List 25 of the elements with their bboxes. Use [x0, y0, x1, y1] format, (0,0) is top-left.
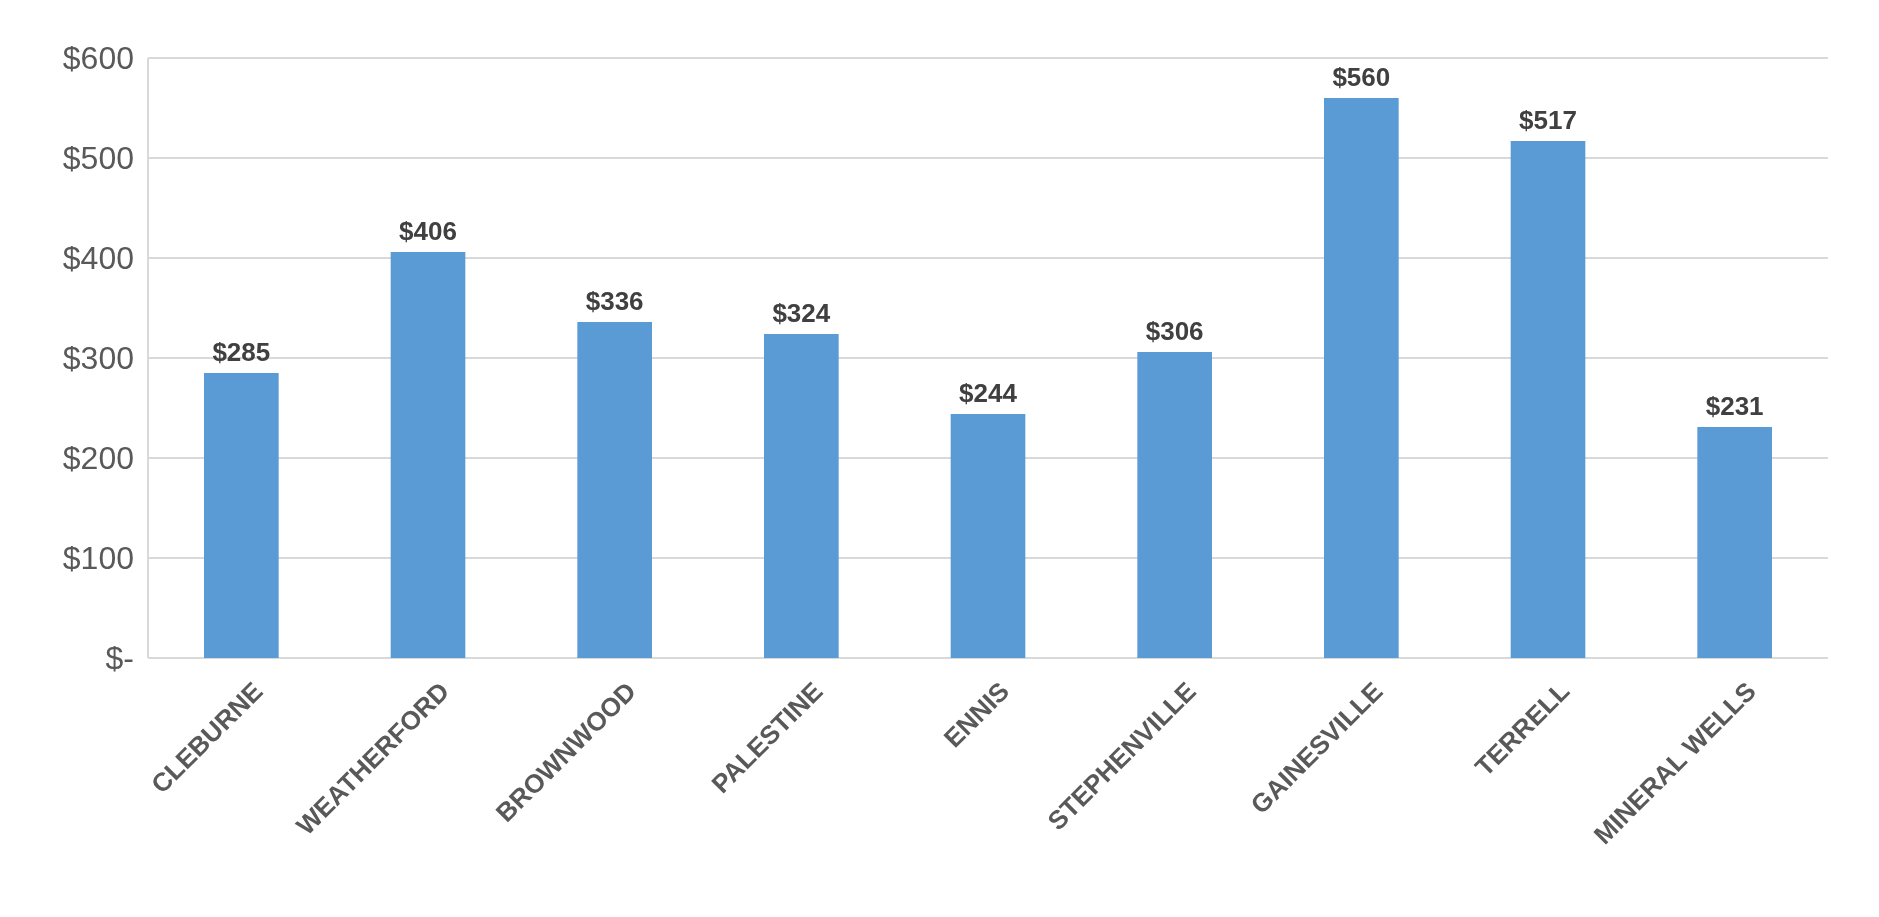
data-label: $336	[585, 286, 644, 316]
bar	[950, 414, 1026, 658]
bar	[1697, 427, 1772, 658]
bar	[1510, 141, 1586, 658]
bar	[577, 322, 652, 658]
data-label: $231	[1705, 391, 1764, 421]
data-label: $285	[212, 337, 271, 367]
data-label: $517	[1519, 105, 1577, 135]
bar	[390, 252, 466, 658]
y-tick-label: $400	[62, 240, 134, 277]
bar	[1324, 98, 1399, 658]
bar	[764, 334, 839, 658]
data-label: $244	[959, 378, 1018, 408]
data-label: $324	[772, 298, 831, 328]
data-label: $406	[399, 216, 457, 246]
bar	[1137, 352, 1212, 658]
bar	[204, 373, 279, 658]
y-tick-label: $200	[62, 440, 134, 477]
y-tick-label: $300	[62, 340, 134, 377]
y-tick-label: $-	[105, 640, 134, 677]
y-tick-label: $600	[62, 40, 134, 77]
data-label: $560	[1332, 62, 1391, 92]
y-tick-label: $100	[62, 540, 134, 577]
data-label: $306	[1145, 316, 1204, 346]
y-tick-label: $500	[62, 140, 134, 177]
